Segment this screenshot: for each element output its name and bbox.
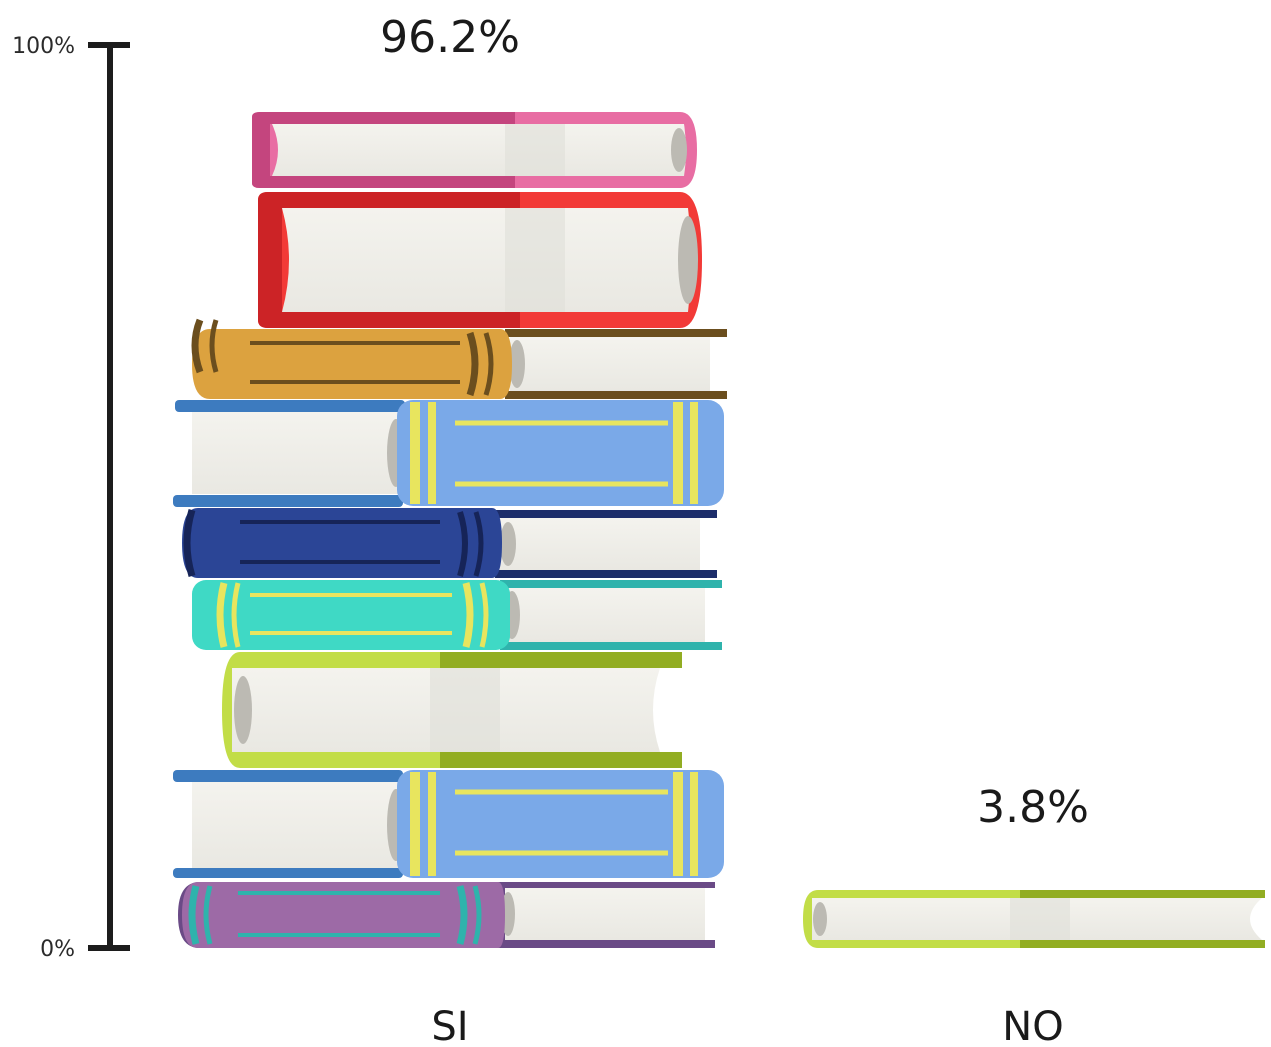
book-red bbox=[258, 192, 702, 328]
book-lime bbox=[222, 652, 682, 768]
book-blue-upper bbox=[175, 400, 724, 506]
y-axis: 100% 0% bbox=[12, 34, 130, 962]
y-tick-label-bottom: 0% bbox=[40, 937, 75, 962]
book-blue-lower bbox=[173, 770, 724, 878]
book-lime-single bbox=[803, 890, 1265, 948]
value-label-si: 96.2% bbox=[380, 12, 520, 63]
bar-no bbox=[803, 890, 1265, 948]
book-mustard bbox=[191, 318, 727, 399]
book-pink bbox=[252, 112, 697, 188]
book-purple bbox=[178, 882, 715, 948]
bar-si bbox=[173, 112, 727, 948]
book-teal bbox=[192, 580, 722, 650]
y-tick-label-top: 100% bbox=[12, 34, 75, 59]
value-label-no: 3.8% bbox=[977, 782, 1089, 833]
category-label-no: NO bbox=[1002, 1004, 1063, 1047]
category-label-si: SI bbox=[431, 1004, 468, 1047]
book-navy bbox=[173, 495, 717, 578]
